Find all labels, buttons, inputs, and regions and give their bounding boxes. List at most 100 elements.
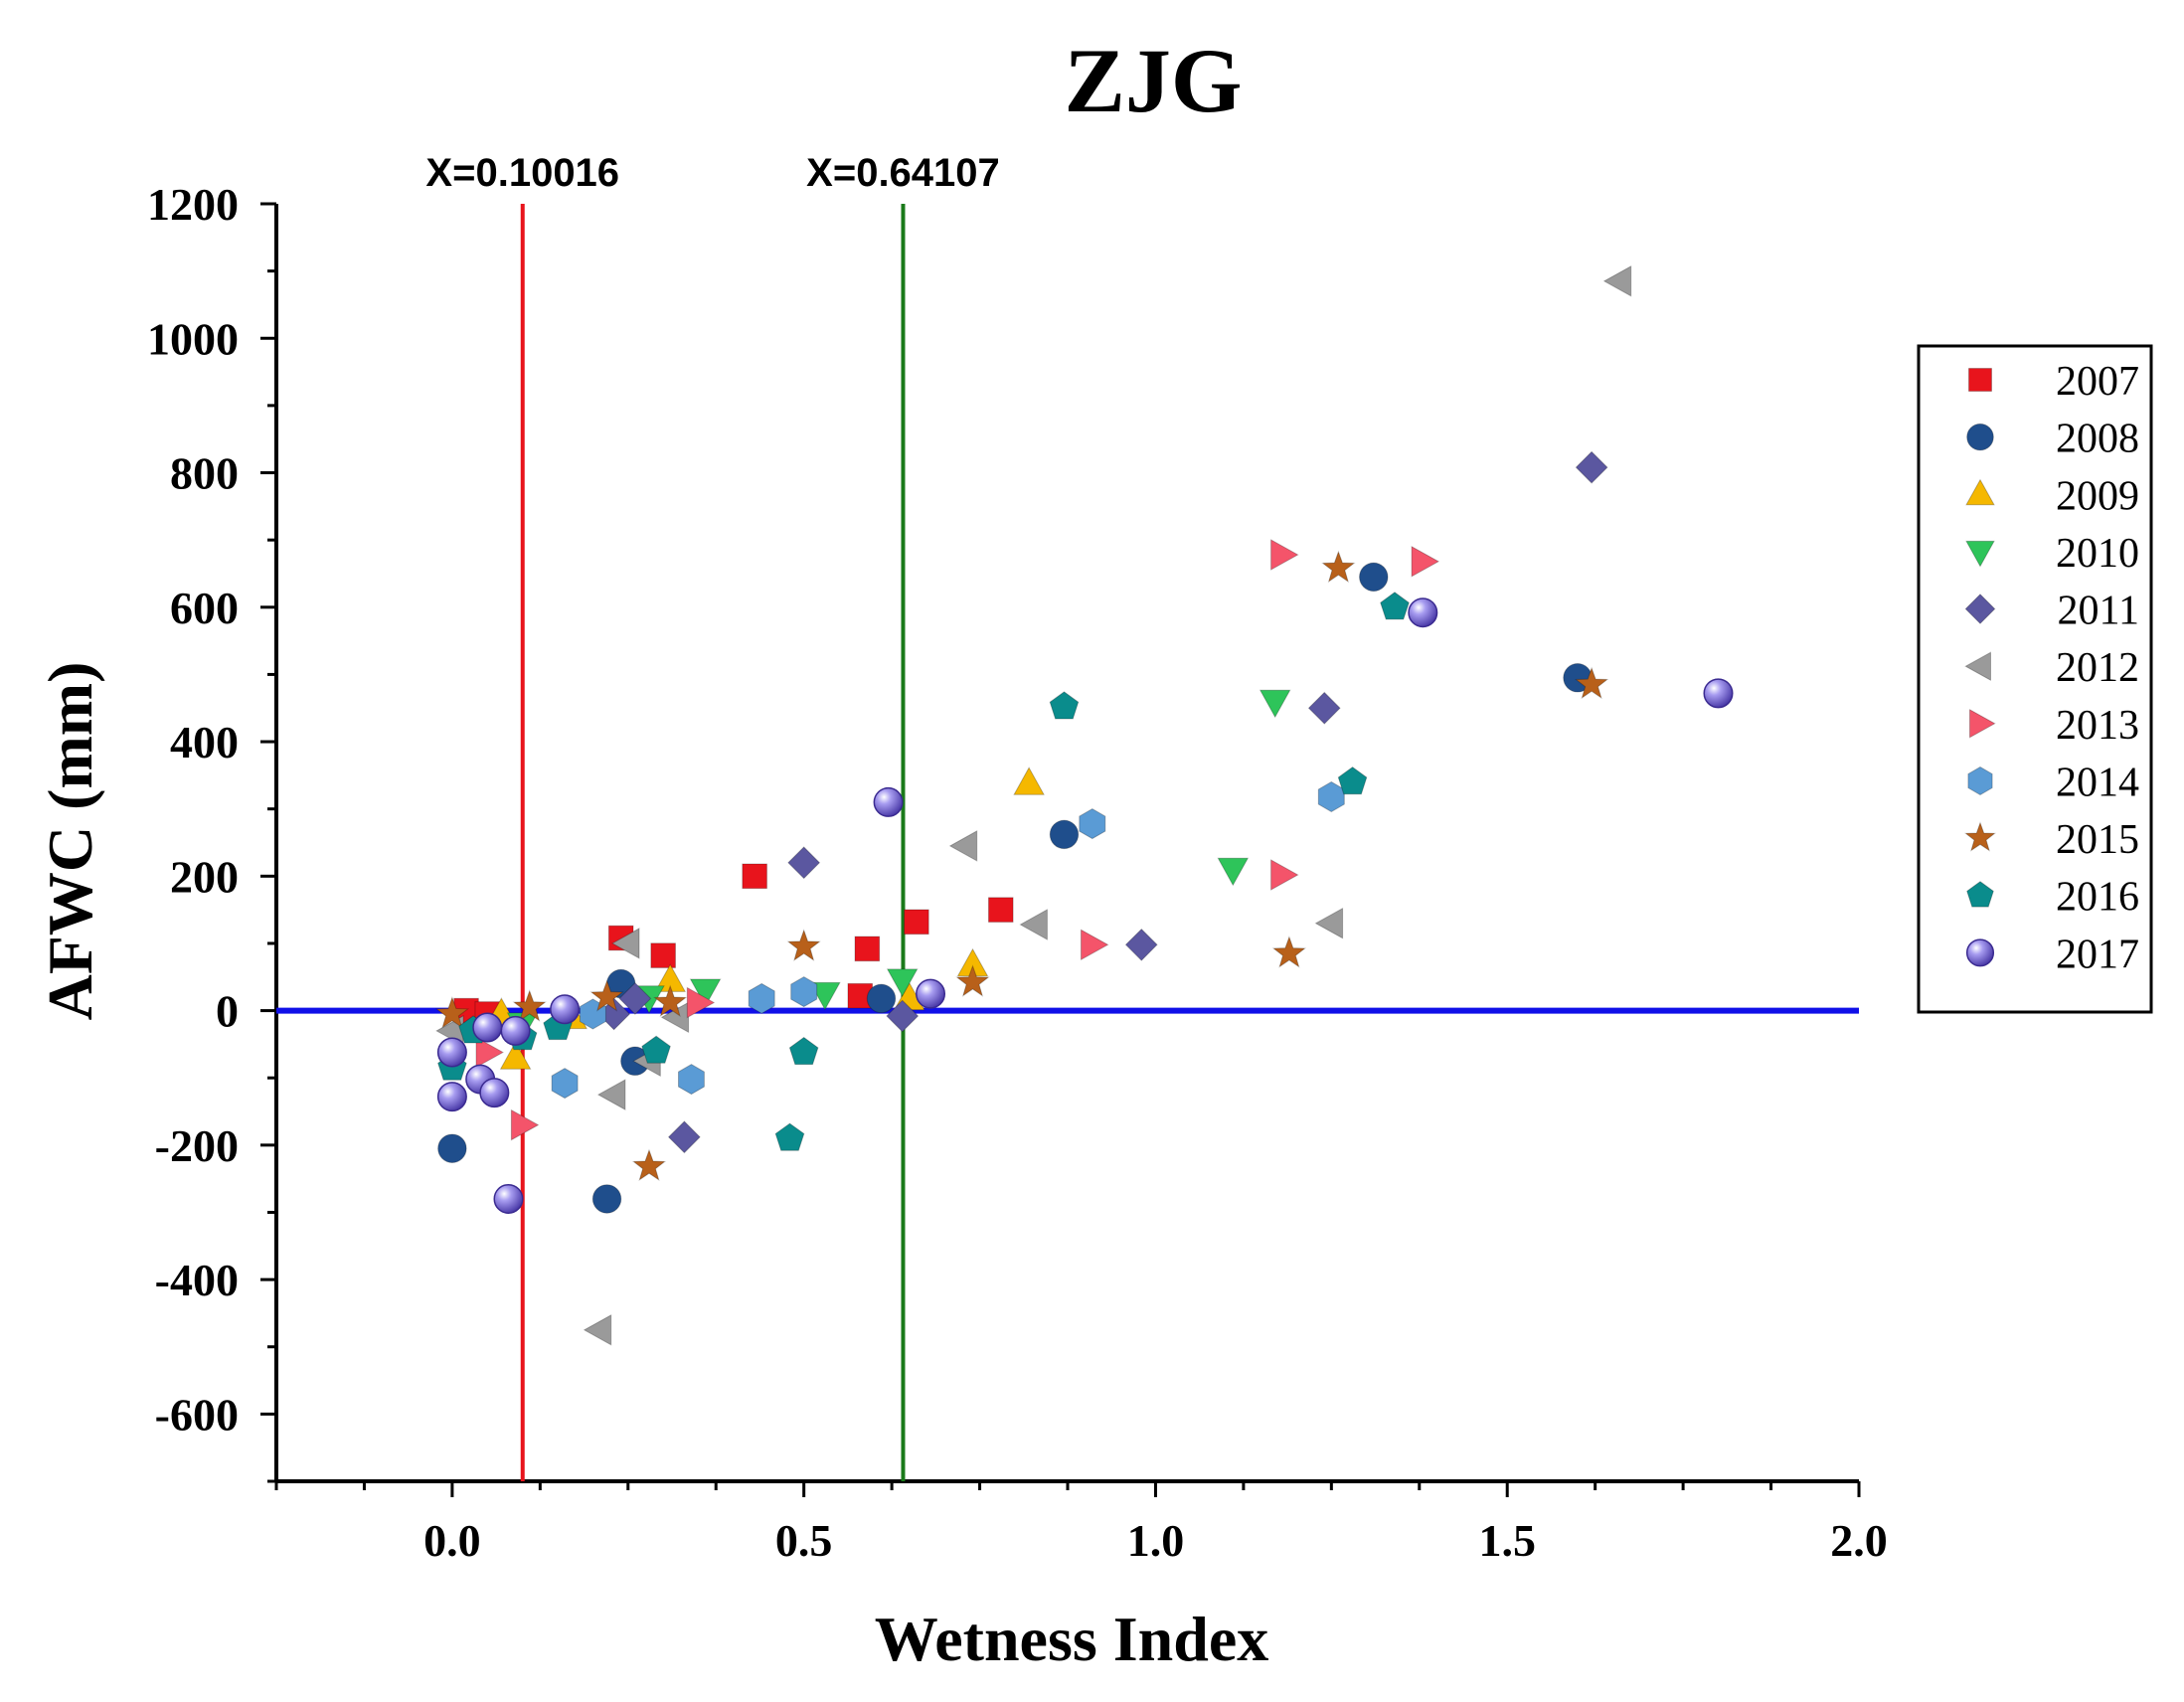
- data-point-2011: [618, 981, 652, 1015]
- legend-label-2014: 2014: [2056, 760, 2139, 805]
- x-tick-label: 1.5: [1478, 1515, 1536, 1566]
- data-point-2017: [479, 1078, 510, 1108]
- y-tick-label: 0: [216, 986, 239, 1037]
- legend-label-2009: 2009: [2056, 473, 2139, 519]
- data-point-2010: [1217, 857, 1250, 887]
- legend-marker-2017: [1965, 938, 1995, 967]
- data-point-2010: [886, 968, 919, 997]
- data-point-2015: [512, 989, 547, 1022]
- data-point-2017: [500, 1015, 531, 1046]
- legend-marker-2010: [1965, 540, 1995, 568]
- y-tick-label: 200: [170, 851, 239, 902]
- legend-box: [1917, 344, 2153, 1014]
- data-point-2013: [1411, 545, 1440, 578]
- y-tick-label: 1000: [147, 313, 239, 364]
- legend-marker-2007: [1968, 368, 1992, 392]
- data-point-2011: [1575, 450, 1608, 484]
- legend: 2007 2008 2009 2010 2011 2012 2013 2014 2015 2016…: [1917, 344, 2153, 1014]
- legend-label-2007: 2007: [2056, 359, 2139, 405]
- data-point-2008: [866, 983, 897, 1014]
- data-point-2016: [1380, 592, 1410, 620]
- legend-label-2016: 2016: [2056, 875, 2139, 921]
- data-point-2013: [1270, 539, 1299, 571]
- y-tick-label: 1200: [147, 179, 239, 230]
- x-tick-label: 0.5: [775, 1515, 833, 1566]
- legend-label-2017: 2017: [2056, 932, 2139, 977]
- data-point-2014: [790, 976, 818, 1008]
- data-point-2011: [787, 846, 821, 880]
- x-tick-label: 2.0: [1830, 1515, 1888, 1566]
- series-2008: [437, 562, 1593, 1214]
- legend-marker-2012: [1964, 651, 1991, 682]
- data-point-2012: [948, 830, 978, 862]
- legend-marker-2008: [1966, 423, 1994, 451]
- data-point-2007: [650, 942, 676, 968]
- y-tick-label: 400: [170, 717, 239, 767]
- y-tick-label: -400: [155, 1255, 239, 1305]
- data-point-2008: [1049, 819, 1080, 850]
- y-tick-label: -600: [155, 1389, 239, 1440]
- data-point-2017: [493, 1183, 524, 1214]
- data-point-2012: [583, 1313, 612, 1346]
- series-2015: [434, 550, 1609, 1182]
- data-point-2007: [987, 897, 1014, 923]
- data-point-2015: [786, 929, 821, 961]
- data-point-2008: [437, 1133, 467, 1163]
- legend-label-2010: 2010: [2056, 531, 2139, 577]
- data-point-2013: [1270, 859, 1299, 891]
- legend-marker-2014: [1967, 766, 1993, 796]
- series-2016: [437, 592, 1410, 1151]
- legend-marker-2009: [1965, 478, 1995, 506]
- data-point-2012: [1019, 909, 1048, 940]
- data-point-2017: [472, 1012, 503, 1043]
- x-tick-label: 1.0: [1127, 1515, 1185, 1566]
- chart-title: ZJG: [1065, 30, 1243, 131]
- legend-label-2011: 2011: [2058, 589, 2139, 634]
- data-point-2017: [1408, 597, 1438, 628]
- legend-marker-2015: [1963, 821, 1997, 852]
- data-point-2012: [1602, 264, 1632, 297]
- data-point-2014: [678, 1064, 705, 1096]
- data-point-2017: [1703, 678, 1734, 709]
- data-point-2014: [551, 1068, 579, 1100]
- data-point-2016: [641, 1035, 671, 1064]
- series-2017: [436, 597, 1734, 1214]
- plot-area: 0.0 0.5 1.0 1.5 2.0 1200 1000 800 600 400 200 0 -200…: [147, 151, 1888, 1566]
- data-point-2008: [1359, 562, 1389, 593]
- data-point-2015: [434, 996, 470, 1029]
- data-point-2011: [1307, 691, 1341, 725]
- data-point-2013: [686, 986, 716, 1019]
- data-point-2012: [1314, 907, 1344, 939]
- y-tick-label: -200: [155, 1120, 239, 1171]
- data-point-2017: [436, 1037, 467, 1068]
- legend-label-2013: 2013: [2056, 703, 2139, 749]
- data-point-2007: [742, 863, 767, 890]
- data-point-2011: [1124, 928, 1158, 961]
- data-point-2014: [1079, 808, 1106, 840]
- data-point-2015: [1321, 550, 1356, 584]
- legend-label-2015: 2015: [2056, 817, 2139, 863]
- y-tick-label: 800: [170, 448, 239, 499]
- data-point-2016: [774, 1122, 805, 1151]
- data-point-2010: [1259, 689, 1291, 719]
- series-2012: [435, 264, 1632, 1346]
- data-point-2008: [591, 1184, 622, 1214]
- data-point-2011: [667, 1120, 701, 1154]
- data-point-2007: [904, 909, 929, 936]
- legend-label-2008: 2008: [2056, 417, 2139, 462]
- reference-line-label: X=0.64107: [806, 151, 1000, 195]
- data-point-2014: [1317, 780, 1345, 813]
- legend-marker-2013: [1969, 708, 1996, 739]
- data-point-2016: [1049, 691, 1080, 720]
- data-point-2013: [1081, 929, 1109, 961]
- data-point-2011: [886, 999, 920, 1033]
- data-point-2015: [589, 979, 624, 1012]
- data-point-2015: [1574, 666, 1609, 700]
- data-point-2010: [809, 981, 841, 1011]
- legend-label-2012: 2012: [2056, 645, 2139, 691]
- data-point-2010: [689, 978, 722, 1008]
- series-2014: [551, 780, 1345, 1100]
- data-point-2015: [955, 964, 990, 997]
- data-point-2015: [1271, 936, 1307, 968]
- data-point-2012: [610, 928, 640, 959]
